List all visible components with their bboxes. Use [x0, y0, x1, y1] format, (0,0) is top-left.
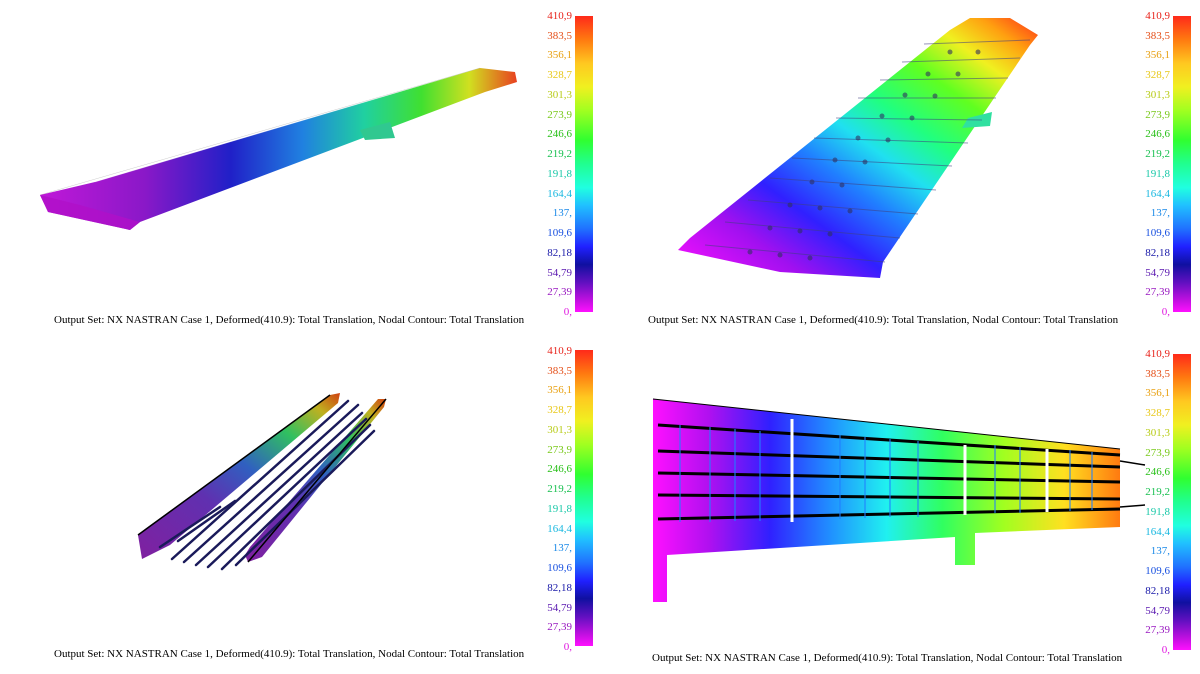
colorbar-tick-label: 410,9	[547, 345, 572, 357]
colorbar-tick-label: 54,79	[1145, 266, 1170, 279]
colorbar	[1173, 354, 1191, 650]
colorbar-tick-label: 219,2	[547, 483, 572, 496]
colorbar-tick-label: 328,7	[1145, 407, 1170, 420]
colorbar-tick-label: 27,39	[547, 621, 572, 634]
colorbar-tick-label: 82,18	[547, 581, 572, 594]
colorbar-tick-label: 410,9	[547, 10, 572, 22]
colorbar-tick-label: 356,1	[1145, 387, 1170, 400]
colorbar-labels: 410,9 383,5 356,1 328,7 301,3 273,9 246,6 219,2…	[532, 10, 572, 320]
wing-model-cutaway	[678, 18, 1038, 278]
colorbar-tick-label: 164,4	[1145, 525, 1170, 538]
colorbar-tick-label: 0,	[563, 306, 572, 318]
wing-planform-model	[652, 398, 1146, 602]
colorbar-tick-label: 301,3	[1145, 426, 1170, 439]
colorbar-tick-label: 273,9	[547, 108, 572, 121]
colorbar-tick-label: 137,	[1150, 545, 1170, 558]
colorbar-tick-label: 356,1	[547, 384, 572, 397]
colorbar-labels: 410,9 383,5 356,1 328,7 301,3 273,9 246,6 219,2…	[1130, 10, 1170, 320]
colorbar-tick-label: 273,9	[547, 443, 572, 456]
colorbar-tick-label: 383,5	[547, 29, 572, 42]
colorbar-tick-label: 0,	[563, 641, 572, 653]
colorbar-tick-label: 82,18	[1145, 584, 1170, 597]
colorbar-tick-label: 410,9	[1145, 10, 1170, 22]
colorbar-tick-label: 109,6	[547, 227, 572, 240]
colorbar-tick-label: 0,	[1161, 306, 1170, 318]
panel-top-right: 410,9 383,5 356,1 328,7 301,3 273,9 246,6 219,2…	[600, 0, 1200, 337]
colorbar-tick-label: 54,79	[547, 266, 572, 279]
colorbar-tick-label: 328,7	[547, 404, 572, 417]
colorbar	[1173, 16, 1191, 312]
colorbar-tick-label: 246,6	[547, 463, 572, 476]
panel-top-left: 410,9 383,5 356,1 328,7 301,3 273,9 246,6 219,2…	[0, 0, 600, 337]
caption: Output Set: NX NASTRAN Case 1, Deformed(…	[54, 314, 525, 326]
colorbar-tick-label: 383,5	[1145, 367, 1170, 380]
colorbar-tick-label: 164,4	[1145, 187, 1170, 200]
panel-bottom-left: 410,9 383,5 356,1 328,7 301,3 273,9 246,6 219,2…	[0, 337, 600, 674]
colorbar-tick-label: 54,79	[1145, 604, 1170, 617]
colorbar-tick-label: 246,6	[1145, 466, 1170, 479]
colorbar-tick-label: 27,39	[1145, 286, 1170, 299]
colorbar-tick-label: 27,39	[547, 286, 572, 299]
colorbar	[575, 16, 593, 312]
colorbar-tick-label: 164,4	[547, 187, 572, 200]
colorbar-tick-label: 109,6	[547, 562, 572, 575]
colorbar-tick-label: 356,1	[1145, 49, 1170, 62]
colorbar-tick-label: 27,39	[1145, 624, 1170, 637]
wing-spars-model	[137, 393, 387, 571]
colorbar-tick-label: 273,9	[1145, 108, 1170, 121]
caption: Output Set: NX NASTRAN Case 1, Deformed(…	[54, 648, 525, 660]
wing-model-full	[39, 67, 517, 230]
colorbar-tick-label: 301,3	[547, 88, 572, 101]
colorbar-tick-label: 109,6	[1145, 227, 1170, 240]
colorbar-tick-label: 164,4	[547, 522, 572, 535]
colorbar-tick-label: 219,2	[1145, 486, 1170, 499]
colorbar-tick-label: 383,5	[547, 364, 572, 377]
colorbar-tick-label: 219,2	[1145, 148, 1170, 161]
colorbar-tick-label: 383,5	[1145, 29, 1170, 42]
colorbar-tick-label: 273,9	[1145, 446, 1170, 459]
colorbar-labels: 410,9 383,5 356,1 328,7 301,3 273,9 246,6 219,2…	[532, 345, 572, 655]
colorbar-tick-label: 82,18	[547, 246, 572, 259]
colorbar-tick-label: 0,	[1161, 644, 1170, 656]
colorbar-tick-label: 137,	[1150, 207, 1170, 220]
caption: Output Set: NX NASTRAN Case 1, Deformed(…	[652, 652, 1123, 664]
colorbar-tick-label: 356,1	[547, 49, 572, 62]
colorbar-tick-label: 137,	[552, 207, 572, 220]
colorbar-tick-label: 137,	[552, 542, 572, 555]
colorbar-tick-label: 328,7	[547, 69, 572, 82]
colorbar-tick-label: 301,3	[547, 423, 572, 436]
colorbar-tick-label: 191,8	[1145, 167, 1170, 180]
colorbar-tick-label: 410,9	[1145, 348, 1170, 360]
colorbar-tick-label: 301,3	[1145, 88, 1170, 101]
colorbar-tick-label: 191,8	[547, 167, 572, 180]
colorbar-tick-label: 191,8	[547, 502, 572, 515]
caption: Output Set: NX NASTRAN Case 1, Deformed(…	[648, 314, 1119, 326]
colorbar-tick-label: 328,7	[1145, 69, 1170, 82]
colorbar	[575, 350, 593, 646]
colorbar-tick-label: 191,8	[1145, 505, 1170, 518]
colorbar-tick-label: 109,6	[1145, 565, 1170, 578]
colorbar-tick-label: 246,6	[547, 128, 572, 141]
colorbar-tick-label: 54,79	[547, 601, 572, 614]
colorbar-tick-label: 82,18	[1145, 246, 1170, 259]
colorbar-tick-label: 219,2	[547, 148, 572, 161]
colorbar-labels: 410,9 383,5 356,1 328,7 301,3 273,9 246,6 219,2…	[1130, 348, 1170, 658]
colorbar-tick-label: 246,6	[1145, 128, 1170, 141]
panel-bottom-right: 410,9 383,5 356,1 328,7 301,3 273,9 246,6 219,2…	[600, 337, 1200, 674]
